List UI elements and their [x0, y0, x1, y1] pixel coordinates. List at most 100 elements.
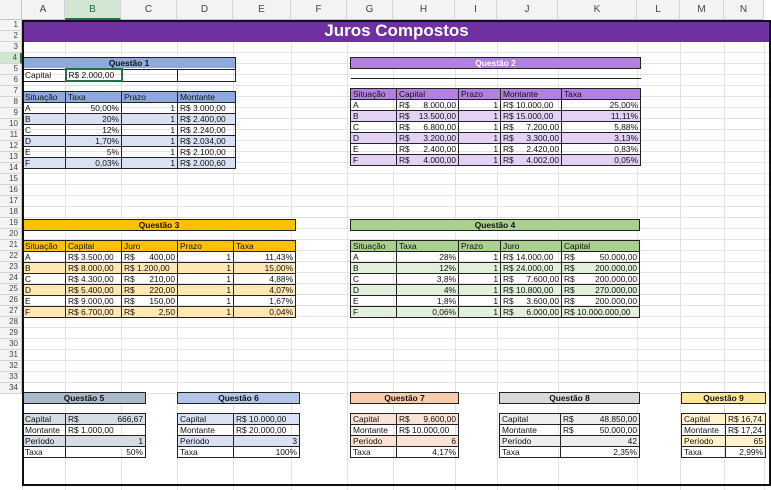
q2-situacao[interactable]: B	[350, 110, 397, 122]
q3-juro[interactable]: R$ 150,00	[121, 295, 178, 307]
q1-montante[interactable]: R$ 2.400,00	[177, 112, 236, 125]
q2-montante[interactable]: R$ 7.200,00	[500, 121, 562, 133]
q4-title[interactable]: Questão 4	[349, 219, 641, 231]
column-header-f[interactable]: F	[291, 0, 347, 20]
row-header-23[interactable]: 23	[0, 262, 22, 273]
q6-taxa-label[interactable]: Taxa	[177, 446, 234, 458]
q3-taxa[interactable]: 0,04%	[232, 306, 297, 318]
row-header-24[interactable]: 24	[0, 273, 22, 284]
q3-juro[interactable]: R$ 1.200,00	[121, 262, 178, 274]
row-header-5[interactable]: 5	[0, 64, 22, 75]
q4-juro[interactable]: R$ 10.800,00	[500, 284, 562, 296]
q3-taxa[interactable]: 4,88%	[232, 273, 297, 285]
q3-prazo[interactable]: 1	[177, 251, 234, 263]
row-header-25[interactable]: 25	[0, 284, 22, 295]
row-header-11[interactable]: 11	[0, 130, 22, 141]
column-header-n[interactable]: N	[724, 0, 764, 20]
q4-juro[interactable]: R$ 14.000,00	[500, 251, 562, 263]
q1-taxa[interactable]: 0,03%	[65, 156, 122, 169]
q7-capital-label[interactable]: Capital	[350, 413, 397, 425]
q5-title[interactable]: Questão 5	[22, 392, 146, 404]
row-header-34[interactable]: 34	[0, 383, 22, 394]
row-header-15[interactable]: 15	[0, 174, 22, 185]
q4-empty-row[interactable]	[350, 230, 640, 241]
q9-montante-value[interactable]: R$ 17,24	[725, 424, 766, 436]
q1-montante[interactable]: R$ 2.240,00	[177, 123, 236, 136]
q5-periodo-label[interactable]: Período	[22, 435, 66, 447]
q1-prazo[interactable]: 1	[121, 156, 178, 169]
q1-title[interactable]: Questão 1	[22, 57, 236, 70]
q4-capital[interactable]: R$ 200.000,00	[560, 262, 641, 274]
q1-taxa[interactable]: 20%	[65, 112, 122, 125]
row-header-6[interactable]: 6	[0, 75, 22, 86]
q3-header-prazo[interactable]: Prazo	[177, 240, 234, 252]
q1-situacao[interactable]: E	[22, 145, 66, 158]
column-header-h[interactable]: H	[393, 0, 455, 20]
q1-montante[interactable]: R$ 2.000,60	[177, 156, 236, 169]
q1-header-taxa[interactable]: Taxa	[65, 90, 122, 103]
q4-header-prazo[interactable]: Prazo	[458, 240, 501, 252]
q2-taxa[interactable]: 25,00%	[560, 99, 642, 111]
q4-juro[interactable]: R$ 3.600,00	[500, 295, 562, 307]
q8-capital-value[interactable]: R$ 48.850,00	[560, 413, 640, 425]
q2-montante[interactable]: R$ 3.300,00	[500, 132, 562, 144]
q9-capital-value[interactable]: R$ 16,74	[725, 413, 766, 425]
q9-montante-label[interactable]: Montante	[681, 424, 726, 436]
q2-montante[interactable]: R$ 4.002,00	[500, 154, 562, 166]
q2-prazo[interactable]: 1	[458, 121, 501, 133]
q6-title[interactable]: Questão 6	[177, 392, 300, 404]
column-header-d[interactable]: D	[177, 0, 233, 20]
q4-capital[interactable]: R$ 270.000,00	[560, 284, 641, 296]
q2-capital[interactable]: R$ 8.000,00	[396, 99, 459, 111]
q5-taxa-value[interactable]: 50%	[65, 446, 146, 458]
q4-situacao[interactable]: D	[350, 284, 397, 296]
q2-prazo[interactable]: 1	[458, 143, 501, 155]
q2-header-situação[interactable]: Situação	[350, 88, 397, 100]
empty-row[interactable]	[681, 403, 766, 414]
sheet-title[interactable]: Juros Compostos	[22, 20, 771, 42]
row-header-18[interactable]: 18	[0, 207, 22, 218]
q2-montante[interactable]: R$ 2.420,00	[500, 143, 562, 155]
q6-montante-label[interactable]: Montante	[177, 424, 234, 436]
q4-capital[interactable]: R$ 200.000,00	[560, 295, 641, 307]
q5-taxa-label[interactable]: Taxa	[22, 446, 66, 458]
q3-situacao[interactable]: F	[22, 306, 66, 318]
q2-situacao[interactable]: C	[350, 121, 397, 133]
q8-taxa-value[interactable]: 2,35%	[560, 446, 640, 458]
q8-periodo-label[interactable]: Período	[499, 435, 561, 447]
row-header-26[interactable]: 26	[0, 295, 22, 306]
column-header-g[interactable]: G	[347, 0, 393, 20]
row-header-28[interactable]: 28	[0, 317, 22, 328]
q1-situacao[interactable]: C	[22, 123, 66, 136]
q3-juro[interactable]: R$ 220,00	[121, 284, 178, 296]
q1-montante[interactable]: R$ 3.000,00	[177, 101, 236, 114]
q6-taxa-value[interactable]: 100%	[233, 446, 300, 458]
q4-situacao[interactable]: F	[350, 306, 397, 318]
q1-situacao[interactable]: A	[22, 101, 66, 114]
q7-periodo-label[interactable]: Período	[350, 435, 397, 447]
row-header-17[interactable]: 17	[0, 196, 22, 207]
column-header-i[interactable]: I	[455, 0, 497, 20]
empty-row[interactable]	[22, 403, 146, 414]
q3-capital[interactable]: R$ 4.300,00	[65, 273, 122, 285]
q2-capital[interactable]: R$ 2.400,00	[396, 143, 459, 155]
q3-capital[interactable]: R$ 5.400,00	[65, 284, 122, 296]
q5-capital-value[interactable]: R$ 666,67	[65, 413, 146, 425]
q2-empty-row[interactable]	[350, 68, 641, 79]
q4-capital[interactable]: R$ 50.000,00	[560, 251, 641, 263]
q2-situacao[interactable]: A	[350, 99, 397, 111]
q3-header-capital[interactable]: Capital	[65, 240, 122, 252]
q2-capital[interactable]: R$ 4.000,00	[396, 154, 459, 166]
column-header-b[interactable]: B	[65, 0, 121, 20]
q1-taxa[interactable]: 1,70%	[65, 134, 122, 147]
row-header-29[interactable]: 29	[0, 328, 22, 339]
q2-capital[interactable]: R$ 6.800,00	[396, 121, 459, 133]
q3-prazo[interactable]: 1	[177, 273, 234, 285]
q4-taxa[interactable]: 1,8%	[396, 295, 459, 307]
q3-juro[interactable]: R$ 400,00	[121, 251, 178, 263]
q2-situacao[interactable]: F	[350, 154, 397, 166]
row-header-14[interactable]: 14	[0, 163, 22, 174]
q3-capital[interactable]: R$ 3.500,00	[65, 251, 122, 263]
q2-header-montante[interactable]: Montante	[500, 88, 562, 100]
q9-title[interactable]: Questão 9	[681, 392, 766, 404]
